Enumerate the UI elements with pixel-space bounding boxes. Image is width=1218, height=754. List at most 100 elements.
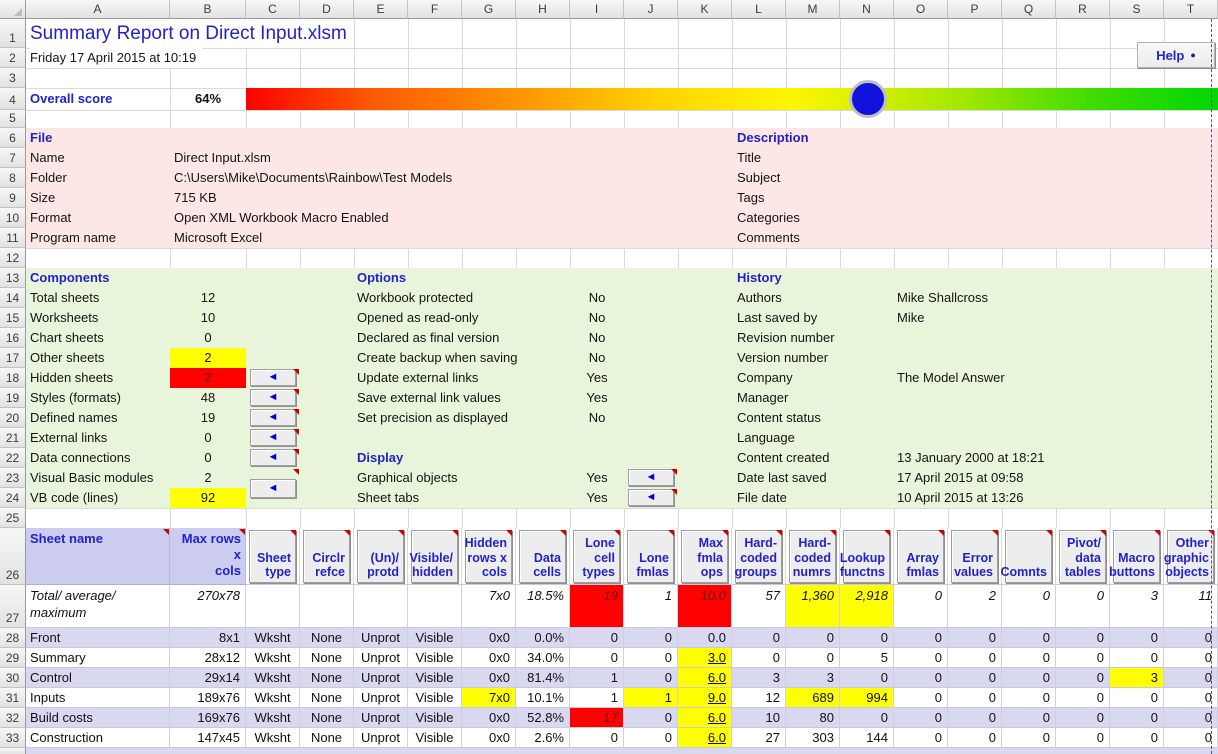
table-header-button-sheet_type[interactable]: Sheet type bbox=[249, 530, 296, 583]
row-header-26[interactable]: 26 bbox=[0, 528, 26, 585]
sheet-name-cell: Total/ average/ maximum bbox=[26, 585, 170, 628]
table-cell-hard_coded_groups: 0 bbox=[732, 628, 786, 648]
table-header-button-hard_coded_numrs[interactable]: Hard- coded numrs bbox=[789, 530, 836, 583]
table-header-button-other_graphic_objects[interactable]: Other graphic objects bbox=[1167, 530, 1214, 583]
table-header-button-data_cells[interactable]: Data cells bbox=[519, 530, 566, 583]
row-header-23[interactable]: 23 bbox=[0, 468, 26, 488]
column-header-G[interactable]: G bbox=[462, 0, 516, 19]
options-section-title: Options bbox=[357, 268, 406, 288]
table-header-button-macro_buttons[interactable]: Macro buttons bbox=[1113, 530, 1160, 583]
row-header-30[interactable]: 30 bbox=[0, 668, 26, 688]
history-row-label: File date bbox=[737, 488, 787, 508]
column-header-P[interactable]: P bbox=[948, 0, 1002, 19]
detail-arrow-button[interactable]: ◄ bbox=[250, 429, 296, 446]
row-header-24[interactable]: 24 bbox=[0, 488, 26, 508]
table-header-button-lone_cell_types[interactable]: Lone cell types bbox=[573, 530, 620, 583]
row-header-5[interactable]: 5 bbox=[0, 110, 26, 128]
row-header-8[interactable]: 8 bbox=[0, 168, 26, 188]
column-header-R[interactable]: R bbox=[1056, 0, 1110, 19]
table-header-button-lone_fmlas[interactable]: Lone fmlas bbox=[627, 530, 674, 583]
column-header-T[interactable]: T bbox=[1164, 0, 1218, 19]
row-header-27[interactable]: 27 bbox=[0, 585, 26, 628]
row-header-32[interactable]: 32 bbox=[0, 708, 26, 728]
table-cell-data_cells: 34.0% bbox=[516, 648, 570, 668]
row-header-14[interactable]: 14 bbox=[0, 288, 26, 308]
column-header-O[interactable]: O bbox=[894, 0, 948, 19]
table-header-button-lookup_functns[interactable]: Lookup functns bbox=[843, 530, 890, 583]
row-header-22[interactable]: 22 bbox=[0, 448, 26, 468]
column-header-M[interactable]: M bbox=[786, 0, 840, 19]
row-header-4[interactable]: 4 bbox=[0, 88, 26, 110]
row-header-20[interactable]: 20 bbox=[0, 408, 26, 428]
row-header-16[interactable]: 16 bbox=[0, 328, 26, 348]
row-header-12[interactable]: 12 bbox=[0, 248, 26, 268]
table-cell-lone_fmlas: 0 bbox=[624, 668, 678, 688]
sheet-name-cell: Build costs bbox=[26, 708, 170, 728]
table-header-button-error_values[interactable]: Error values bbox=[951, 530, 998, 583]
comment-marker-icon bbox=[293, 469, 299, 475]
table-header-button-max_fmla_ops[interactable]: Max fmla ops bbox=[681, 530, 728, 583]
column-header-S[interactable]: S bbox=[1110, 0, 1164, 19]
detail-arrow-button[interactable]: ◄ bbox=[250, 389, 296, 406]
components-row-value: 2 bbox=[170, 468, 246, 488]
row-header-28[interactable]: 28 bbox=[0, 628, 26, 648]
row-header-19[interactable]: 19 bbox=[0, 388, 26, 408]
row-header-7[interactable]: 7 bbox=[0, 148, 26, 168]
table-header-button-hidden_rows_cols[interactable]: Hidden rows x cols bbox=[465, 530, 512, 583]
detail-arrow-button[interactable]: ◄ bbox=[250, 369, 296, 386]
row-header-13[interactable]: 13 bbox=[0, 268, 26, 288]
detail-arrow-button[interactable]: ◄ bbox=[628, 489, 674, 506]
row-header-11[interactable]: 11 bbox=[0, 228, 26, 248]
column-header-H[interactable]: H bbox=[516, 0, 570, 19]
column-header-L[interactable]: L bbox=[732, 0, 786, 19]
column-header-N[interactable]: N bbox=[840, 0, 894, 19]
row-header-3[interactable]: 3 bbox=[0, 68, 26, 88]
column-header-I[interactable]: I bbox=[570, 0, 624, 19]
detail-arrow-button[interactable]: ◄ bbox=[628, 469, 674, 486]
row-header-15[interactable]: 15 bbox=[0, 308, 26, 328]
options-row-label: Workbook protected bbox=[357, 288, 473, 308]
row-header-29[interactable]: 29 bbox=[0, 648, 26, 668]
table-header-button-pivot_data_tables[interactable]: Pivot/ data tables bbox=[1059, 530, 1106, 583]
column-header-F[interactable]: F bbox=[408, 0, 462, 19]
column-header-C[interactable]: C bbox=[246, 0, 300, 19]
row-header-25[interactable]: 25 bbox=[0, 508, 26, 528]
row-header-10[interactable]: 10 bbox=[0, 208, 26, 228]
table-cell-lone_fmlas: 0 bbox=[624, 708, 678, 728]
page-break-line bbox=[1211, 19, 1212, 754]
column-header-Q[interactable]: Q bbox=[1002, 0, 1056, 19]
table-header-button-unprotd[interactable]: (Un)/ protd bbox=[357, 530, 404, 583]
table-cell-circlr_refce: None bbox=[300, 728, 354, 748]
table-header-button-comnts[interactable]: Comnts bbox=[1005, 530, 1052, 583]
detail-arrow-button[interactable]: ◄ bbox=[250, 449, 296, 466]
history-row-value: Mike bbox=[897, 308, 924, 328]
column-header-J[interactable]: J bbox=[624, 0, 678, 19]
table-header-button-visible_hidden[interactable]: Visible/ hidden bbox=[411, 530, 458, 583]
row-header-21[interactable]: 21 bbox=[0, 428, 26, 448]
detail-arrow-button[interactable]: ◄ bbox=[250, 409, 296, 426]
row-header-31[interactable]: 31 bbox=[0, 688, 26, 708]
select-all-corner[interactable] bbox=[0, 0, 26, 19]
row-header-17[interactable]: 17 bbox=[0, 348, 26, 368]
table-cell-error_values: 0 bbox=[948, 648, 1002, 668]
detail-arrow-button[interactable]: ◄ bbox=[250, 479, 296, 498]
table-header-button-hard_coded_groups[interactable]: Hard- coded groups bbox=[735, 530, 782, 583]
table-header-button-array_fmlas[interactable]: Array fmlas bbox=[897, 530, 944, 583]
table-header-button-circlr_refce[interactable]: Circlr refce bbox=[303, 530, 350, 583]
row-header-33[interactable]: 33 bbox=[0, 728, 26, 748]
column-header-K[interactable]: K bbox=[678, 0, 732, 19]
table-cell-lookup_functns: 0 bbox=[840, 668, 894, 688]
row-header-1[interactable]: 1 bbox=[0, 19, 26, 48]
row-header-9[interactable]: 9 bbox=[0, 188, 26, 208]
table-cell-hard_coded_groups: 3 bbox=[732, 668, 786, 688]
left-arrow-icon: ◄ bbox=[646, 492, 657, 503]
row-header-18[interactable]: 18 bbox=[0, 368, 26, 388]
help-button[interactable]: Help● bbox=[1137, 42, 1215, 68]
row-header-2[interactable]: 2 bbox=[0, 48, 26, 68]
table-cell-visible_hidden: Visible bbox=[408, 628, 462, 648]
column-header-A[interactable]: A bbox=[26, 0, 170, 19]
column-header-E[interactable]: E bbox=[354, 0, 408, 19]
column-header-D[interactable]: D bbox=[300, 0, 354, 19]
column-header-B[interactable]: B bbox=[170, 0, 246, 19]
row-header-6[interactable]: 6 bbox=[0, 128, 26, 148]
